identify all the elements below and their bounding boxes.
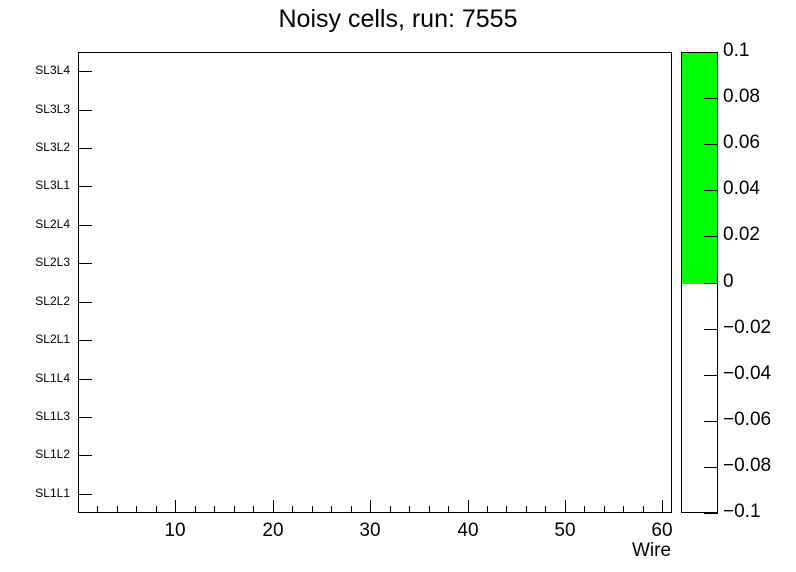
y-tick-mark xyxy=(78,71,92,72)
x-minor-tick xyxy=(156,506,157,513)
colorbar-tick-mark xyxy=(704,98,718,99)
colorbar-tick-label: 0.1 xyxy=(723,40,750,61)
y-tick-label: SL3L3 xyxy=(35,102,70,116)
colorbar-tick-label: −0.1 xyxy=(723,501,761,522)
x-minor-tick xyxy=(78,506,79,513)
x-minor-tick xyxy=(390,506,391,513)
x-minor-tick xyxy=(136,506,137,513)
colorbar-tick-label: −0.04 xyxy=(723,363,772,384)
x-major-tick xyxy=(175,500,176,513)
x-minor-tick xyxy=(253,506,254,513)
y-tick-mark xyxy=(78,379,92,380)
colorbar-tick-mark xyxy=(704,283,718,284)
x-tick-label: 40 xyxy=(457,520,479,541)
colorbar-tick-mark xyxy=(704,52,718,53)
x-major-tick xyxy=(662,500,663,513)
y-tick-label: SL3L1 xyxy=(35,178,70,192)
page-title: Noisy cells, run: 7555 xyxy=(278,5,518,33)
colorbar-tick-mark xyxy=(704,236,718,237)
y-tick-mark xyxy=(78,302,92,303)
x-minor-tick xyxy=(117,506,118,513)
x-minor-tick xyxy=(506,506,507,513)
y-tick-label: SL2L2 xyxy=(35,294,70,308)
colorbar-tick-mark xyxy=(704,421,718,422)
y-tick-label: SL2L1 xyxy=(35,332,70,346)
colorbar-fill xyxy=(682,53,717,284)
y-tick-label: SL3L2 xyxy=(35,140,70,154)
x-tick-label: 60 xyxy=(651,520,673,541)
x-tick-label: 30 xyxy=(359,520,381,541)
colorbar-tick-label: 0.04 xyxy=(723,178,760,199)
x-tick-label: 10 xyxy=(164,520,186,541)
y-tick-label: SL1L1 xyxy=(35,486,70,500)
y-tick-label: SL1L4 xyxy=(35,371,70,385)
x-minor-tick xyxy=(312,506,313,513)
x-major-tick xyxy=(370,500,371,513)
x-axis-title: Wire xyxy=(632,540,672,561)
y-tick-mark xyxy=(78,186,92,187)
y-tick-label: SL2L4 xyxy=(35,217,70,231)
colorbar xyxy=(681,52,718,513)
colorbar-tick-label: −0.02 xyxy=(723,317,772,338)
colorbar-tick-label: −0.06 xyxy=(723,409,772,430)
y-tick-label: SL1L3 xyxy=(35,409,70,423)
x-major-tick xyxy=(565,500,566,513)
x-minor-tick xyxy=(545,506,546,513)
x-minor-tick xyxy=(623,506,624,513)
y-tick-mark xyxy=(78,340,92,341)
colorbar-tick-mark xyxy=(704,190,718,191)
colorbar-tick-mark xyxy=(704,513,718,514)
colorbar-tick-mark xyxy=(704,467,718,468)
x-tick-label: 20 xyxy=(262,520,284,541)
x-minor-tick xyxy=(448,506,449,513)
colorbar-tick-label: 0 xyxy=(723,271,734,292)
colorbar-tick-label: 0.06 xyxy=(723,132,760,153)
x-minor-tick xyxy=(292,506,293,513)
y-tick-mark xyxy=(78,110,92,111)
y-tick-mark xyxy=(78,148,92,149)
x-minor-tick xyxy=(584,506,585,513)
x-minor-tick xyxy=(429,506,430,513)
x-tick-label: 50 xyxy=(554,520,576,541)
colorbar-tick-mark xyxy=(704,375,718,376)
x-major-tick xyxy=(273,500,274,513)
x-minor-tick xyxy=(234,506,235,513)
x-minor-tick xyxy=(351,506,352,513)
x-major-tick xyxy=(468,500,469,513)
y-tick-mark xyxy=(78,225,92,226)
x-minor-tick xyxy=(526,506,527,513)
y-tick-mark xyxy=(78,263,92,264)
colorbar-tick-label: 0.08 xyxy=(723,86,760,107)
colorbar-tick-mark xyxy=(704,144,718,145)
colorbar-tick-label: 0.02 xyxy=(723,224,760,245)
x-minor-tick xyxy=(195,506,196,513)
y-tick-label: SL3L4 xyxy=(35,63,70,77)
y-tick-mark xyxy=(78,417,92,418)
y-tick-mark xyxy=(78,494,92,495)
colorbar-tick-mark xyxy=(704,329,718,330)
colorbar-tick-label: −0.08 xyxy=(723,455,772,476)
x-minor-tick xyxy=(643,506,644,513)
x-minor-tick xyxy=(409,506,410,513)
x-minor-tick xyxy=(214,506,215,513)
x-minor-tick xyxy=(331,506,332,513)
x-minor-tick xyxy=(97,506,98,513)
y-tick-label: SL1L2 xyxy=(35,447,70,461)
x-minor-tick xyxy=(487,506,488,513)
x-minor-tick xyxy=(604,506,605,513)
plot-frame xyxy=(78,52,672,513)
y-tick-mark xyxy=(78,455,92,456)
y-tick-label: SL2L3 xyxy=(35,255,70,269)
